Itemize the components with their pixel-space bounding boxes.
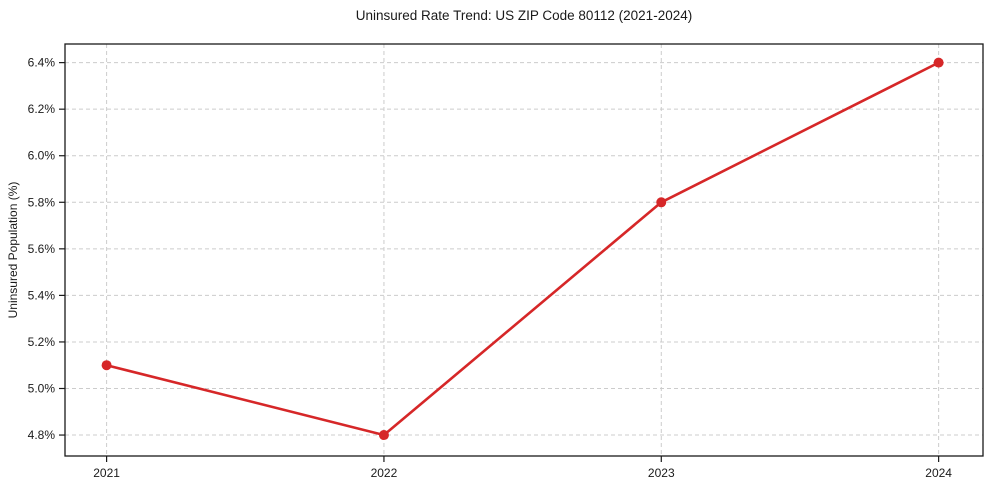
y-tick-label: 5.8% [28,195,56,209]
data-point-marker [933,57,944,68]
y-tick-label: 5.2% [28,335,56,349]
x-tick-label: 2023 [648,466,675,480]
data-point-marker [656,197,667,208]
x-tick-label: 2024 [925,466,952,480]
x-tick-label: 2022 [371,466,398,480]
y-tick-label: 6.0% [28,149,56,163]
plot-border [64,43,984,457]
y-tick-label: 4.8% [28,428,56,442]
x-tick-label: 2021 [93,466,120,480]
y-tick-label: 5.6% [28,242,56,256]
y-tick-label: 5.4% [28,288,56,302]
trend-line [105,61,940,437]
data-point-marker [378,430,389,441]
y-tick-label: 5.0% [28,381,56,395]
chart-title: Uninsured Rate Trend: US ZIP Code 80112 … [355,8,693,23]
y-tick-label: 6.2% [28,102,56,116]
data-point-marker [101,360,112,371]
y-tick-label: 6.4% [28,56,56,70]
